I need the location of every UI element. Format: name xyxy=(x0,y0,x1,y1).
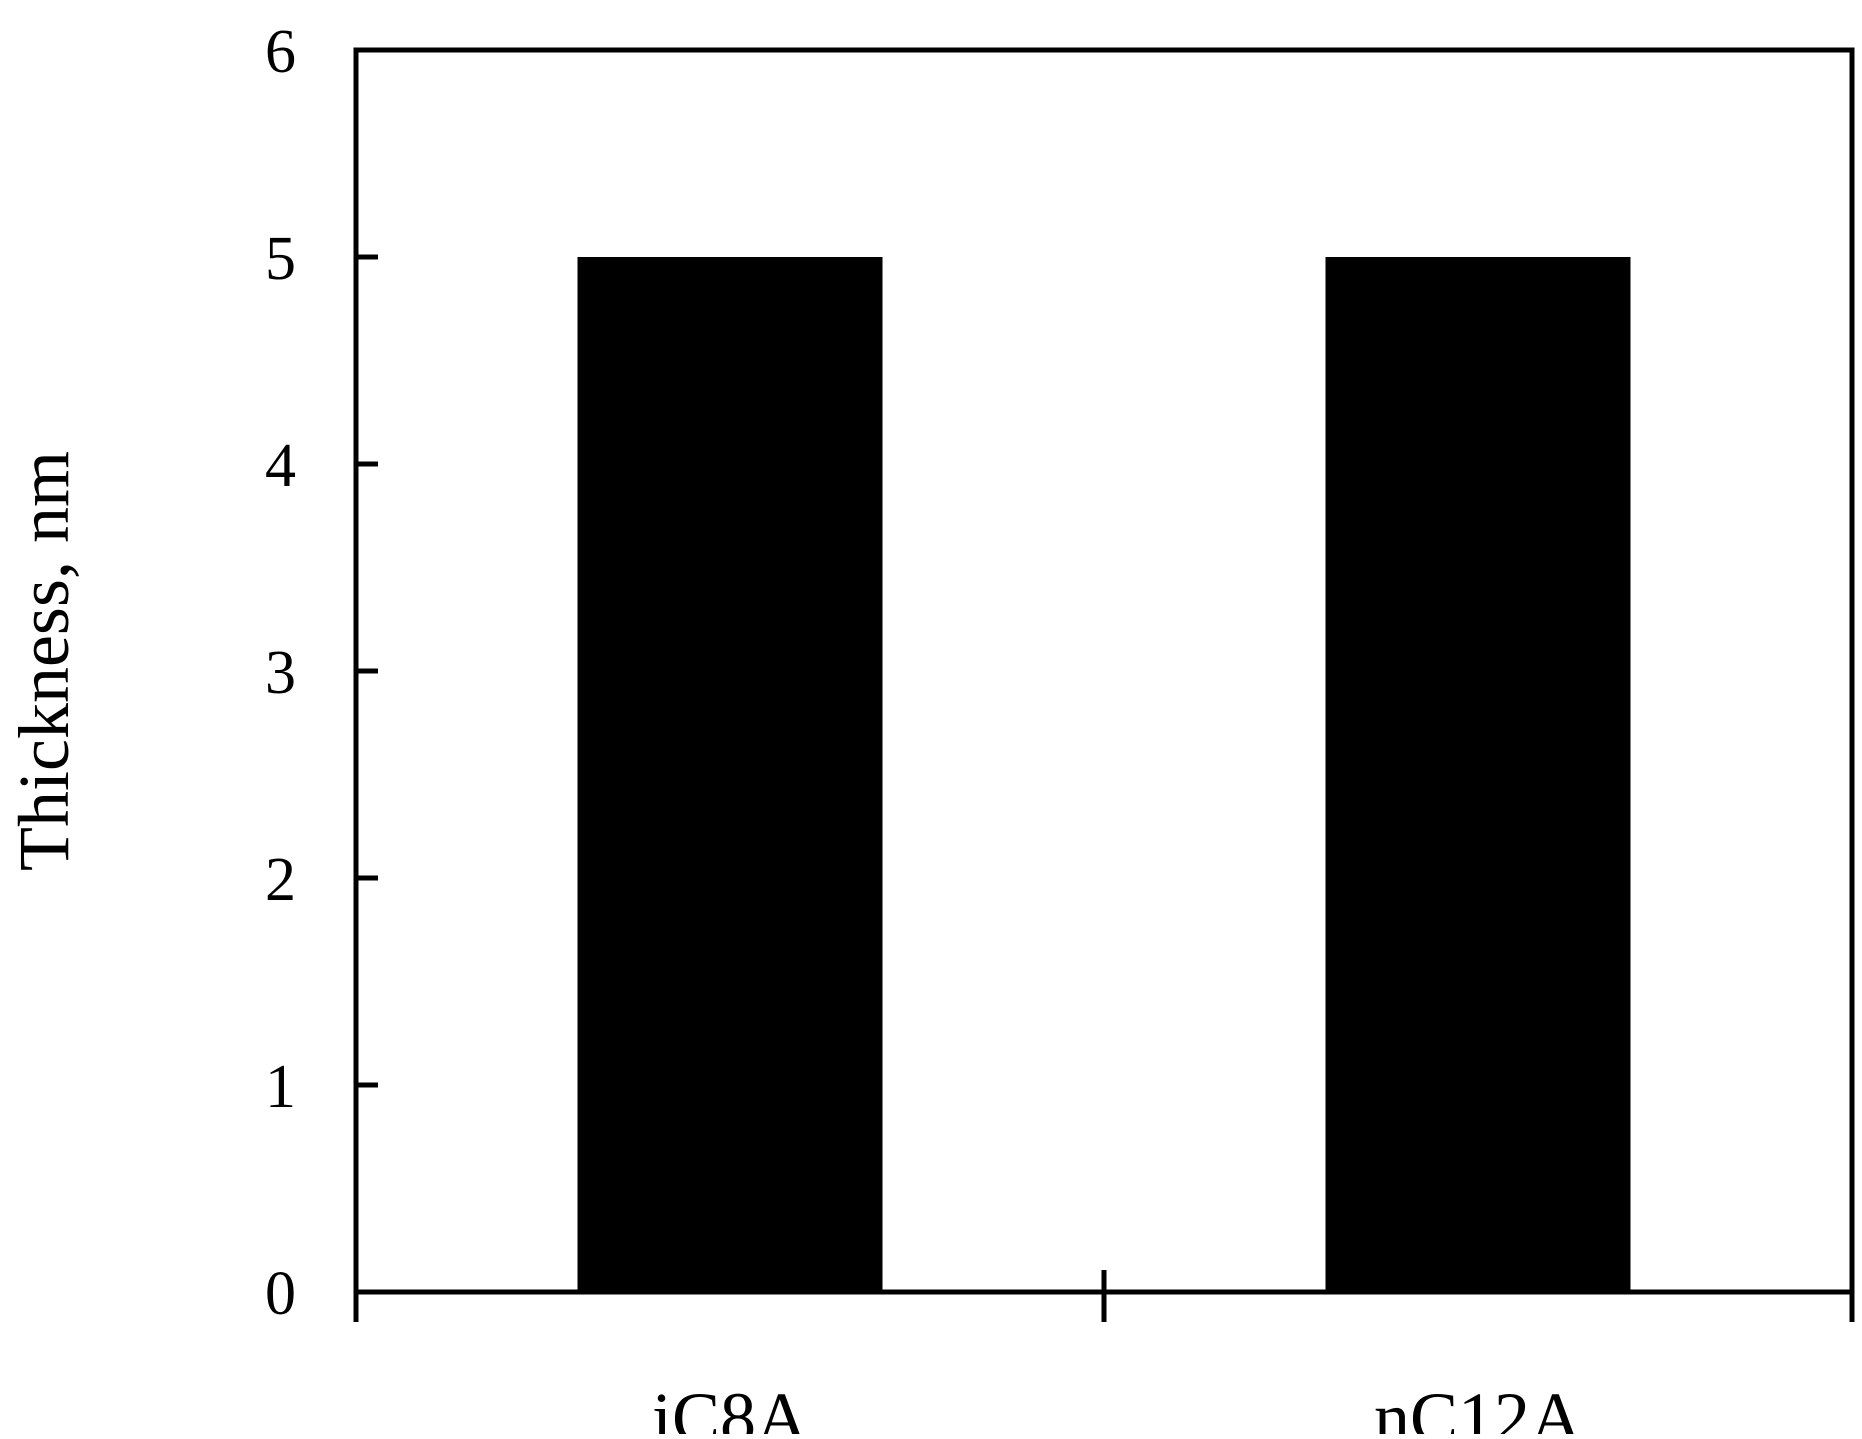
y-tick-label: 5 xyxy=(265,225,296,293)
y-axis-title: Thickness, nm xyxy=(4,451,84,871)
bars-group xyxy=(577,257,1631,1292)
y-tick-label: 6 xyxy=(265,18,296,86)
y-tick-label: 1 xyxy=(265,1053,296,1121)
y-axis-ticks: 0 1 2 3 4 5 6 xyxy=(265,18,378,1328)
y-tick-label: 2 xyxy=(265,846,296,914)
x-category-label: nC12A xyxy=(1374,1378,1582,1434)
bar-nc12a xyxy=(1325,257,1631,1292)
y-tick-label: 4 xyxy=(265,432,296,500)
x-axis-ticks: iC8A nC12A xyxy=(353,1270,1855,1439)
bar-ic8a xyxy=(577,257,883,1292)
y-tick-label: 3 xyxy=(265,639,296,707)
x-category-label: iC8A xyxy=(652,1378,808,1434)
y-tick-label: 0 xyxy=(265,1260,296,1328)
